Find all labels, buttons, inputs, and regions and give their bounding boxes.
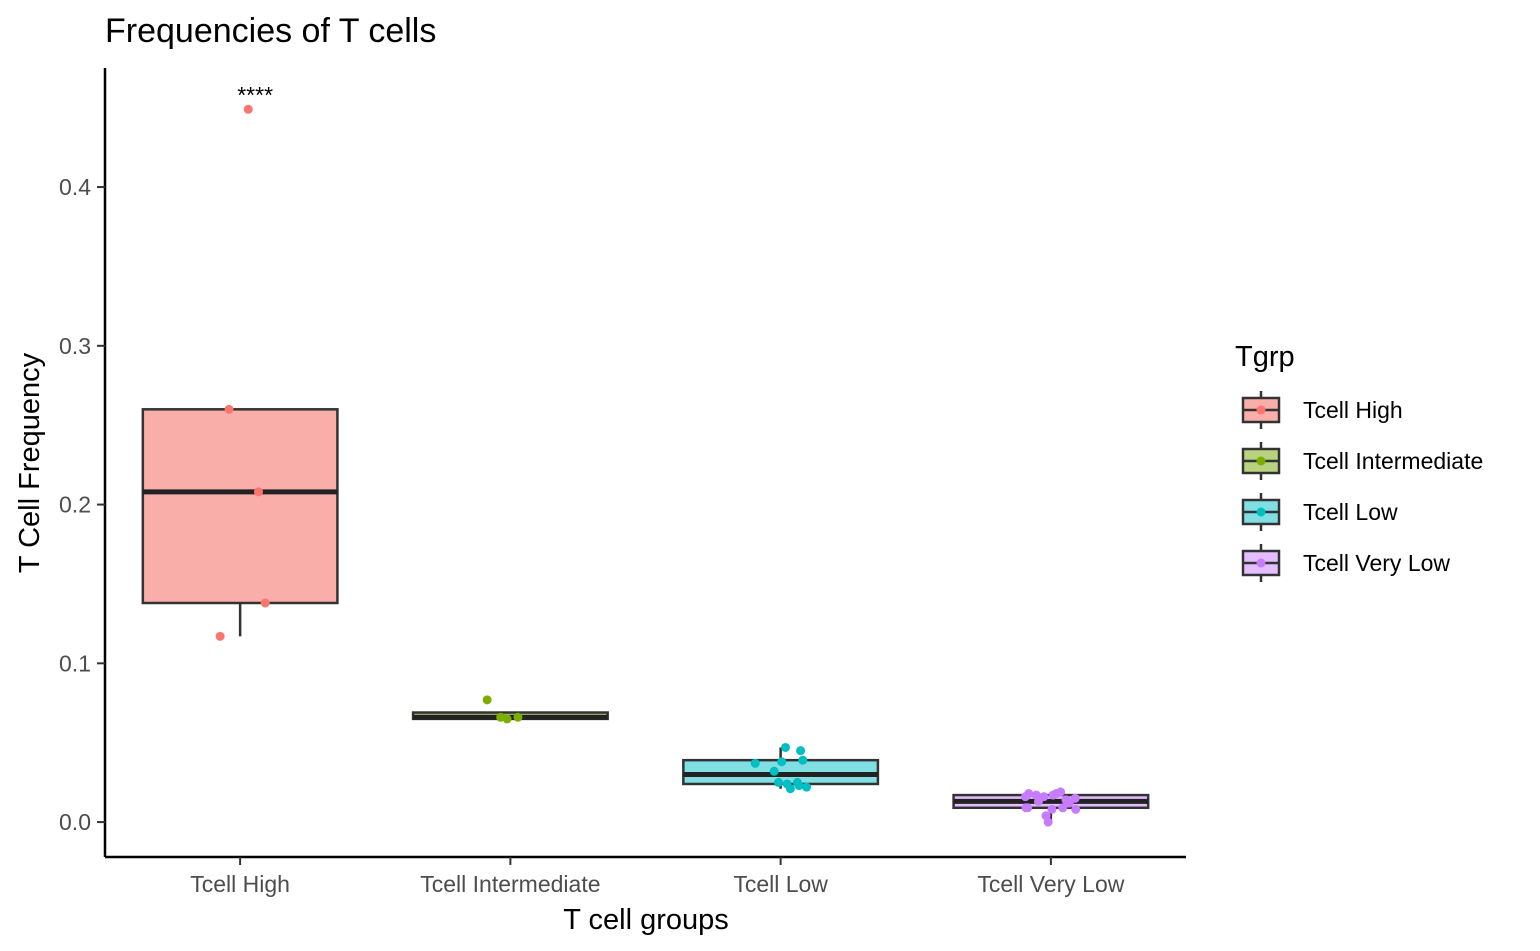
data-point bbox=[794, 781, 804, 791]
x-axis-title: T cell groups bbox=[563, 904, 729, 936]
legend-title: Tgrp bbox=[1235, 341, 1295, 373]
data-point bbox=[1033, 796, 1043, 806]
boxes bbox=[141, 408, 1150, 823]
y-tick-label: 0.3 bbox=[59, 333, 91, 359]
data-point bbox=[1047, 804, 1057, 814]
annotations: **** bbox=[237, 82, 273, 108]
x-tick-label: Tcell Low bbox=[733, 871, 828, 897]
legend-item: Tcell High bbox=[1241, 391, 1403, 429]
x-tick-label: Tcell Very Low bbox=[977, 871, 1124, 897]
data-point bbox=[796, 746, 806, 756]
data-point bbox=[1071, 804, 1081, 814]
legend: Tgrp Tcell High Tcell Intermediate Tcell L… bbox=[1235, 341, 1483, 582]
data-point bbox=[769, 766, 779, 776]
data-point bbox=[1023, 803, 1033, 813]
data-point bbox=[777, 757, 787, 767]
data-point bbox=[513, 712, 523, 722]
legend-label: Tcell Very Low bbox=[1303, 550, 1450, 576]
legend-key-point bbox=[1256, 405, 1266, 415]
chart-title: Frequencies of T cells bbox=[105, 12, 436, 50]
legend-items: Tcell High Tcell Intermediate Tcell Low Tce… bbox=[1241, 391, 1483, 582]
data-point bbox=[798, 755, 808, 765]
y-tick-label: 0.1 bbox=[59, 650, 91, 676]
box-tcell-low bbox=[682, 747, 880, 789]
y-tick-label: 0.0 bbox=[59, 809, 91, 835]
legend-key-point bbox=[1256, 558, 1266, 568]
legend-key-point bbox=[1256, 507, 1266, 517]
y-tick-label: 0.4 bbox=[59, 174, 91, 200]
x-tick-label: Tcell Intermediate bbox=[420, 871, 600, 897]
data-point bbox=[773, 777, 783, 787]
legend-item: Tcell Intermediate bbox=[1241, 442, 1483, 480]
plot-area: **** bbox=[141, 82, 1150, 827]
data-point bbox=[224, 404, 234, 414]
legend-item: Tcell Low bbox=[1241, 493, 1398, 531]
data-point bbox=[785, 784, 795, 794]
data-point bbox=[254, 487, 264, 497]
x-ticks: Tcell High Tcell Intermediate Tcell Low Tce… bbox=[190, 857, 1125, 897]
data-point bbox=[1070, 793, 1080, 803]
y-ticks: 0.0 0.1 0.2 0.3 0.4 bbox=[59, 174, 105, 835]
box-tcell-high bbox=[141, 408, 339, 637]
legend-key-point bbox=[1256, 456, 1266, 466]
data-points bbox=[215, 104, 1081, 827]
axes: 0.0 0.1 0.2 0.3 0.4 Tcell High Tcell Intermed… bbox=[59, 68, 1186, 897]
y-tick-label: 0.2 bbox=[59, 492, 91, 518]
legend-label: Tcell High bbox=[1303, 397, 1403, 423]
x-tick-label: Tcell High bbox=[190, 871, 290, 897]
data-point bbox=[260, 598, 270, 608]
data-point bbox=[802, 782, 812, 792]
y-axis-title: T Cell Frequency bbox=[14, 352, 46, 573]
data-point bbox=[780, 742, 790, 752]
significance-annotation: **** bbox=[237, 82, 273, 108]
data-point bbox=[1058, 803, 1068, 813]
box-iqr bbox=[141, 408, 339, 605]
legend-item: Tcell Very Low bbox=[1241, 544, 1450, 582]
data-point bbox=[1043, 817, 1053, 827]
legend-label: Tcell Low bbox=[1303, 499, 1398, 525]
data-point bbox=[1024, 788, 1034, 798]
data-point bbox=[243, 104, 253, 114]
data-point bbox=[1056, 787, 1066, 797]
data-point bbox=[502, 714, 512, 724]
data-point bbox=[215, 631, 225, 641]
data-point bbox=[750, 758, 760, 768]
data-point bbox=[482, 695, 492, 705]
box-tcell-very-low bbox=[952, 793, 1150, 823]
legend-label: Tcell Intermediate bbox=[1303, 448, 1483, 474]
